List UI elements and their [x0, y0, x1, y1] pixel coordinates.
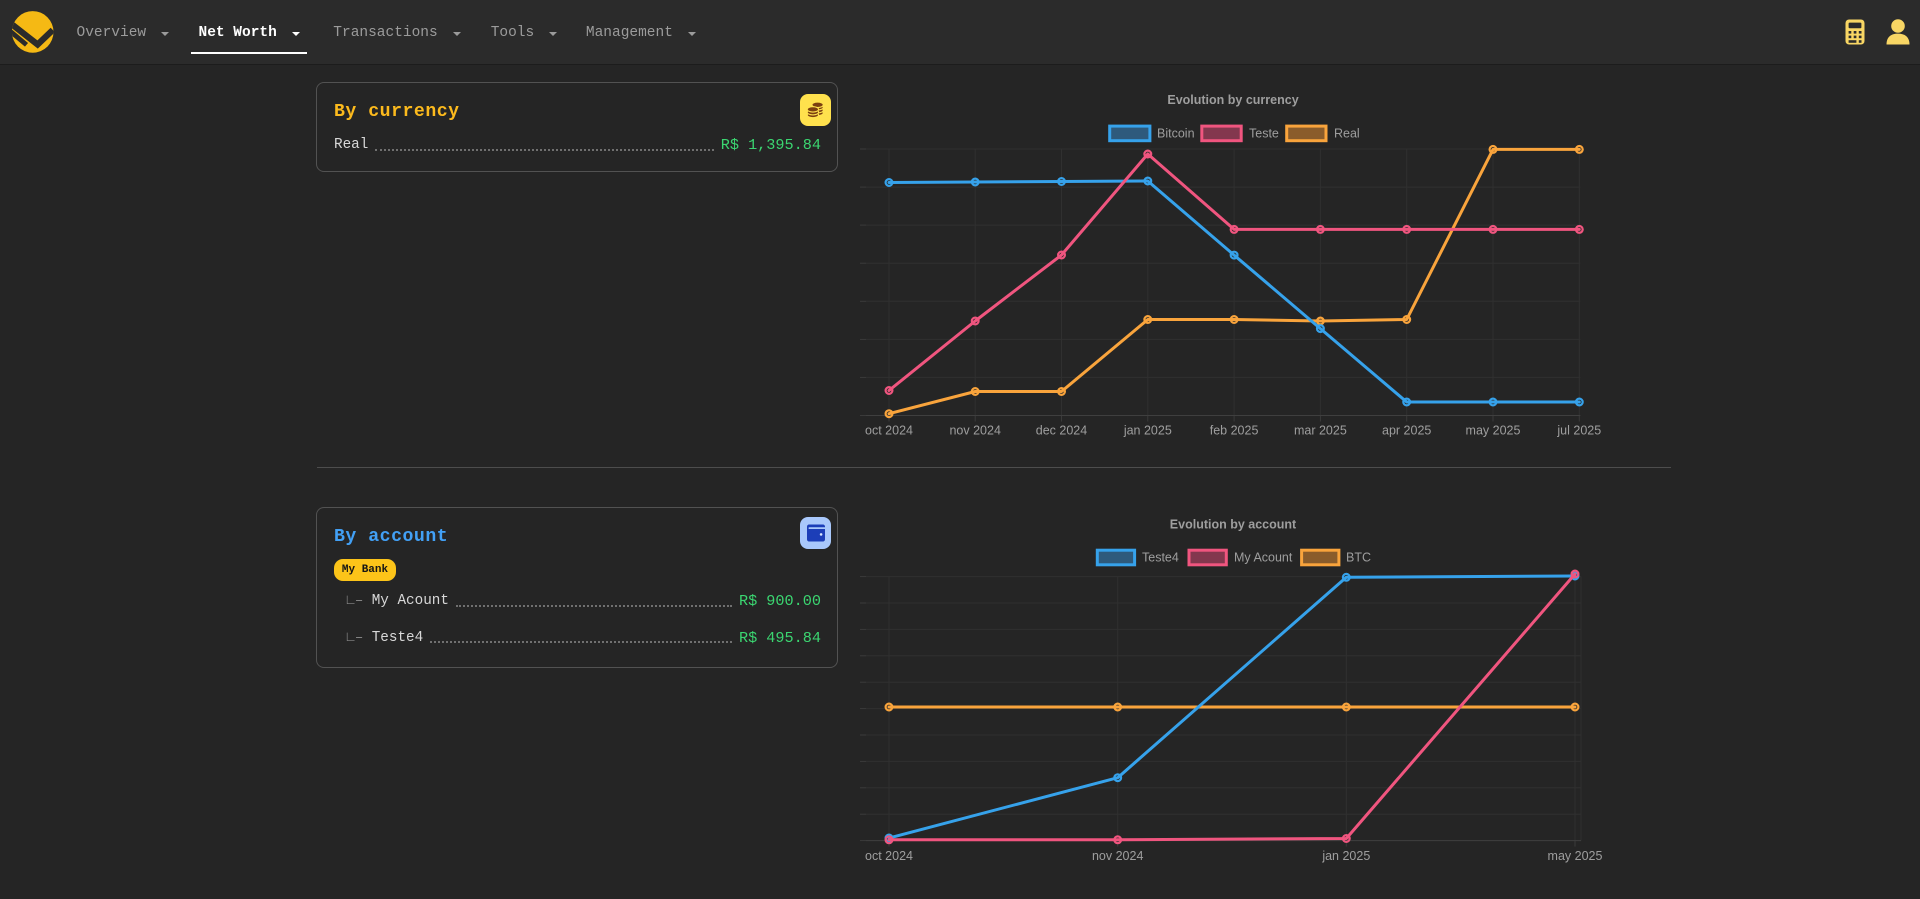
svg-text:jan 2025: jan 2025	[1321, 849, 1370, 863]
svg-text:mar 2025: mar 2025	[1294, 424, 1347, 438]
svg-text:apr 2025: apr 2025	[1382, 424, 1431, 438]
svg-text:Bitcoin: Bitcoin	[1157, 127, 1195, 141]
svg-text:feb 2025: feb 2025	[1210, 424, 1259, 438]
svg-text:My Acount: My Acount	[1234, 551, 1293, 565]
svg-text:jul 2025: jul 2025	[1556, 424, 1601, 438]
svg-text:Evolution by currency: Evolution by currency	[1167, 93, 1298, 107]
svg-text:jan 2025: jan 2025	[1123, 424, 1172, 438]
svg-text:oct 2024: oct 2024	[865, 849, 913, 863]
svg-text:BTC: BTC	[1346, 551, 1371, 565]
svg-text:nov 2024: nov 2024	[1092, 849, 1143, 863]
svg-text:nov 2024: nov 2024	[949, 424, 1000, 438]
svg-text:dec 2024: dec 2024	[1036, 424, 1087, 438]
svg-text:Teste4: Teste4	[1142, 551, 1179, 565]
svg-text:Teste: Teste	[1249, 127, 1279, 141]
svg-text:may 2025: may 2025	[1466, 424, 1521, 438]
svg-text:Real: Real	[1334, 127, 1360, 141]
svg-text:may 2025: may 2025	[1548, 849, 1603, 863]
svg-text:oct 2024: oct 2024	[865, 424, 913, 438]
svg-text:Evolution by account: Evolution by account	[1170, 518, 1297, 532]
